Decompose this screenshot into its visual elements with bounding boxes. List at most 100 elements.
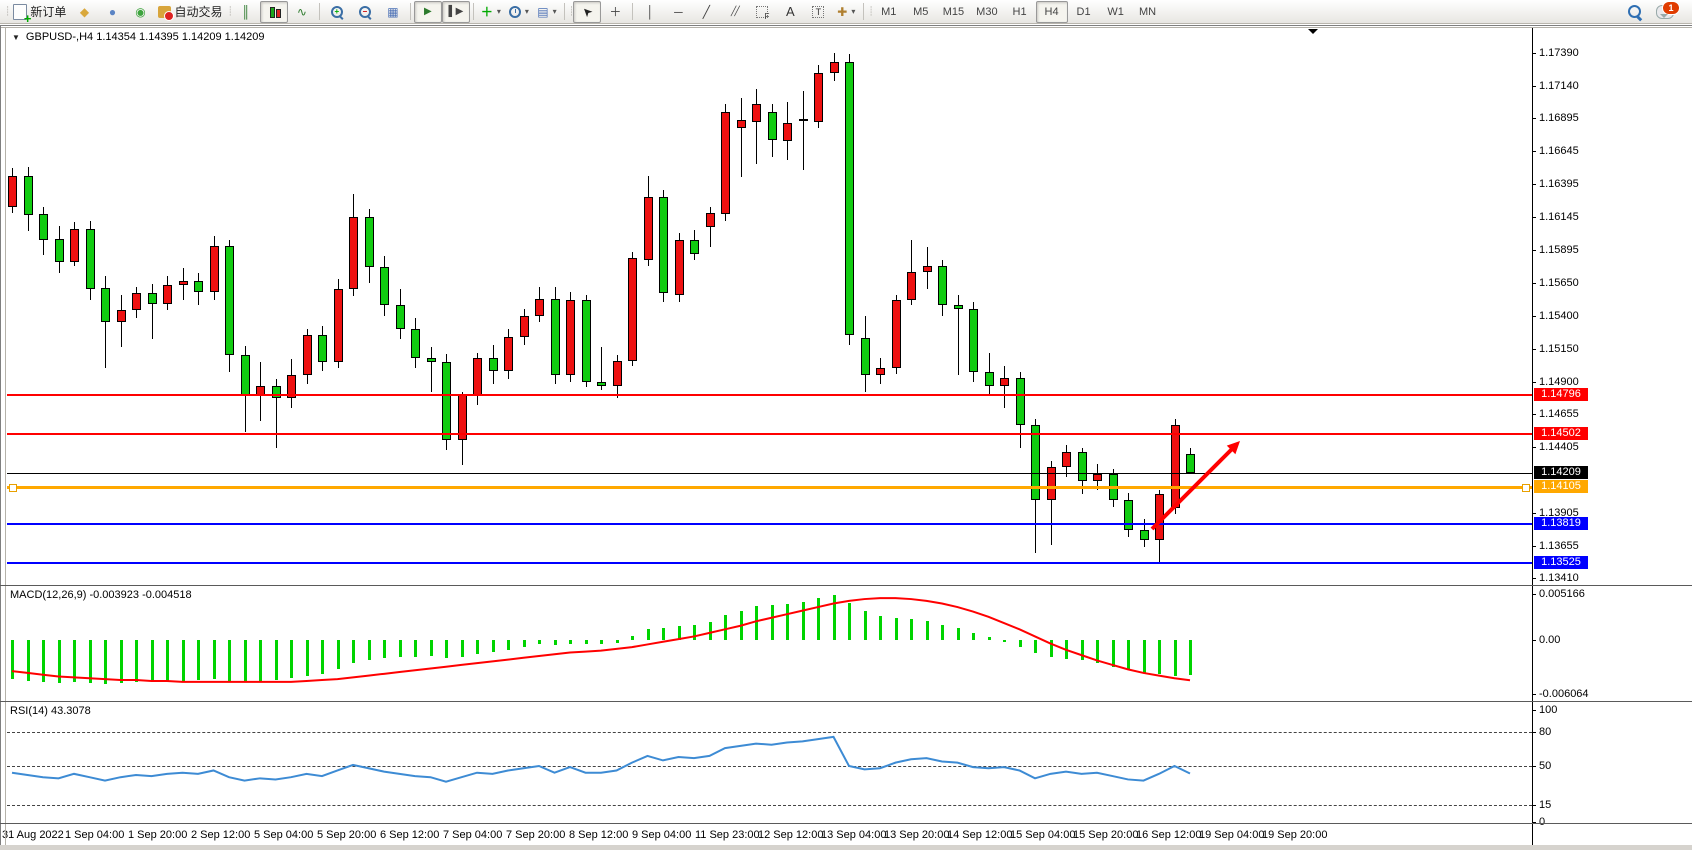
timeframe-button-m5[interactable]: M5 <box>913 5 929 18</box>
market-watch-button[interactable]: ◆ <box>70 1 98 23</box>
price-tick-dash <box>1532 513 1536 515</box>
price-tick-label: 1.16895 <box>1539 112 1579 125</box>
macd-rsi-separator[interactable] <box>0 701 1692 702</box>
hline-handle[interactable] <box>9 484 17 492</box>
price-hline-1.13525[interactable] <box>7 562 1532 564</box>
macd-histogram-bar <box>786 603 789 640</box>
price-tick-label: 1.14405 <box>1539 441 1579 454</box>
price-tick-label: 1.17140 <box>1539 80 1579 92</box>
channel-tool-button[interactable]: ╱╱ <box>720 1 748 23</box>
window-frame-left-inner <box>5 27 6 845</box>
horizontal-line-tool-button[interactable]: ─ <box>664 1 692 23</box>
candle <box>23 175 33 216</box>
terminal-button[interactable]: ◉ <box>126 1 154 23</box>
arrow-annotation-head <box>1226 441 1240 455</box>
timeframe-button-d1[interactable]: D1 <box>1076 5 1091 18</box>
line-chart-button[interactable]: ∿ <box>288 1 316 23</box>
hline-handle[interactable] <box>1522 484 1530 492</box>
price-tick-label: 1.15400 <box>1539 309 1579 322</box>
crosshair-tool-button[interactable]: ＋ <box>601 1 629 23</box>
arrows-tool-button[interactable]: ✚ ▾ <box>832 1 860 23</box>
candlestick-chart-button[interactable] <box>259 0 288 23</box>
toolbar-grip[interactable]: ┊ <box>868 6 874 16</box>
templates-button[interactable]: ▤ ▾ <box>533 1 561 23</box>
trendline-tool-button[interactable]: ╱ <box>692 1 720 23</box>
price-tick-dash <box>1532 282 1536 284</box>
macd-tick-label: -0.006064 <box>1539 687 1589 700</box>
candle <box>380 266 389 306</box>
date-tick-label: 13 Sep 20:00 <box>884 829 950 841</box>
chart-shift-button[interactable]: ▌▶ <box>441 0 470 23</box>
price-hline-1.14502[interactable] <box>7 433 1532 435</box>
zoom-in-button[interactable]: + <box>323 1 351 23</box>
notifications-icon[interactable]: 1 <box>1656 0 1680 19</box>
price-line-badge: 1.14209 <box>1534 466 1588 479</box>
crosshair-icon: ＋ <box>609 4 622 19</box>
timeframe-button-mn[interactable]: MN <box>1139 5 1157 18</box>
price-hline-1.14105[interactable] <box>7 486 1532 489</box>
fibonacci-tool-button[interactable]: F <box>748 1 776 23</box>
chart-title: ▼ GBPUSD-,H4 1.14354 1.14395 1.14209 1.1… <box>12 31 264 43</box>
timeframe-button-m15[interactable]: M15 <box>942 5 965 18</box>
new-order-button[interactable]: 新订单 <box>9 1 70 24</box>
cursor-tool-button[interactable]: ➤ <box>573 0 602 23</box>
timeframe-button-h1[interactable]: H1 <box>1012 5 1027 18</box>
price-hline-1.14796[interactable] <box>7 394 1532 396</box>
indicators-icon: ＋ <box>480 4 493 19</box>
timeframe-button-h4[interactable]: H4 <box>1035 0 1068 23</box>
zoom-out-button[interactable]: − <box>351 1 379 23</box>
macd-histogram-bar <box>42 640 45 682</box>
candle <box>85 228 95 290</box>
price-hline-1.13819[interactable] <box>7 523 1532 525</box>
main-macd-separator[interactable] <box>0 585 1692 586</box>
cursor-icon: ➤ <box>578 2 596 21</box>
macd-histogram-bar <box>243 640 247 682</box>
market-watch-icon: ◆ <box>79 4 90 19</box>
price-hline-1.14209[interactable] <box>7 473 1532 474</box>
date-tick-label: 5 Sep 20:00 <box>317 829 377 841</box>
candle <box>442 361 451 440</box>
toolbar-grip[interactable]: ┊ <box>227 6 233 16</box>
tile-windows-button[interactable]: ▦ <box>379 1 407 23</box>
price-tick-dash <box>1532 348 1536 350</box>
macd-histogram-bar <box>290 640 293 679</box>
rsi-tick-label: 100 <box>1539 704 1558 716</box>
auto-trading-button[interactable]: 自动交易 <box>154 1 226 23</box>
macd-histogram-bar <box>522 640 526 648</box>
bar-chart-button[interactable]: ║ <box>232 1 260 23</box>
price-tick-dash <box>1532 315 1536 317</box>
macd-histogram-bar <box>894 617 898 640</box>
candle <box>473 357 482 395</box>
dropdown-caret-icon: ▾ <box>496 7 501 16</box>
auto-trading-label: 自动交易 <box>174 5 223 19</box>
search-icon[interactable] <box>1627 4 1643 22</box>
text-tool-button[interactable]: A <box>776 1 804 23</box>
candle <box>132 293 141 311</box>
macd-histogram-bar <box>848 602 851 640</box>
navigator-button[interactable]: ● <box>98 1 126 23</box>
timeframe-button-m30[interactable]: M30 <box>976 5 998 18</box>
macd-histogram-bar <box>832 594 836 640</box>
text-label-tool-button[interactable]: T <box>804 1 832 23</box>
timeframe-button-m1[interactable]: M1 <box>881 5 897 18</box>
candle <box>488 357 498 372</box>
candle <box>1155 493 1164 541</box>
indicators-button[interactable]: ＋ ▾ <box>477 1 505 23</box>
vertical-line-tool-button[interactable]: │ <box>636 1 664 23</box>
toolbar-grip[interactable]: ┊ <box>5 6 11 16</box>
auto-scroll-button[interactable]: ▶ <box>413 0 442 23</box>
macd-histogram-bar <box>305 640 309 676</box>
title-collapse-icon[interactable]: ▼ <box>12 32 20 42</box>
macd-tick-label: 0.00 <box>1539 634 1561 646</box>
candle <box>659 196 668 294</box>
vertical-line-icon: │ <box>646 4 655 19</box>
timeframe-button-w1[interactable]: W1 <box>1107 5 1124 18</box>
toolbar-grip[interactable]: ┊ <box>568 6 575 16</box>
price-tick-label: 1.15150 <box>1539 342 1579 355</box>
candle-wick <box>709 207 711 248</box>
chart-shift-marker[interactable] <box>1308 29 1318 39</box>
periods-button[interactable]: ▾ <box>505 1 533 23</box>
macd-histogram-bar <box>1111 640 1115 667</box>
candle <box>597 381 606 386</box>
candle <box>953 305 963 310</box>
